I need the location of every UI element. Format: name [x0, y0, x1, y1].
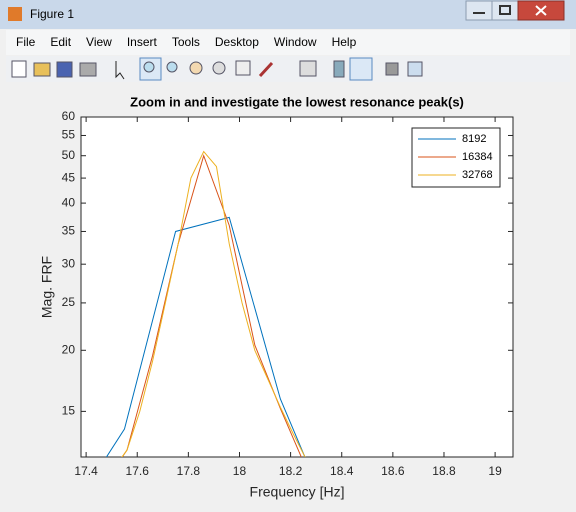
y-tick-label: 20	[62, 342, 76, 356]
y-tick-label: 35	[62, 224, 76, 238]
x-tick-label: 18.4	[330, 464, 354, 478]
window-title: Figure 1	[30, 7, 74, 21]
menu-item[interactable]: Tools	[172, 35, 200, 49]
toolbar	[6, 56, 570, 82]
y-tick-label: 15	[62, 404, 76, 418]
x-tick-label: 19	[488, 464, 502, 478]
menu-item[interactable]: Window	[274, 35, 317, 49]
y-tick-label: 25	[62, 295, 76, 309]
y-tick-label: 45	[62, 170, 76, 184]
x-tick-label: 18.2	[279, 464, 303, 478]
menu-item[interactable]: Desktop	[215, 35, 259, 49]
menu-item[interactable]: Insert	[127, 35, 158, 49]
maximize-button[interactable]	[491, 0, 519, 21]
y-tick-label: 30	[62, 256, 76, 270]
app-icon	[8, 7, 22, 21]
legend-label: 8192	[462, 133, 486, 145]
menu-item[interactable]: Help	[332, 35, 357, 49]
y-tick-label: 60	[62, 109, 76, 123]
menu-item[interactable]: File	[16, 35, 36, 49]
minimize-button[interactable]	[465, 0, 493, 21]
x-tick-label: 17.8	[177, 464, 201, 478]
x-axis-label: Frequency [Hz]	[250, 484, 345, 500]
x-tick-label: 17.4	[74, 464, 98, 478]
legend-label: 32768	[462, 169, 493, 181]
x-tick-label: 18.8	[432, 464, 456, 478]
y-axis-label: Mag. FRF	[39, 256, 55, 318]
y-tick-label: 40	[62, 195, 76, 209]
x-tick-label: 18.6	[381, 464, 405, 478]
menu-item[interactable]: View	[86, 35, 112, 49]
toolbar-icons[interactable]	[11, 57, 423, 81]
menu-item[interactable]: Edit	[50, 35, 71, 49]
y-tick-label: 55	[62, 128, 76, 142]
chart-title: Zoom in and investigate the lowest reson…	[130, 94, 464, 109]
data-line	[105, 216, 306, 457]
data-line	[121, 150, 306, 457]
legend-label: 16384	[462, 151, 493, 163]
x-tick-label: 17.6	[126, 464, 150, 478]
menu-bar	[6, 30, 570, 55]
x-tick-label: 18	[233, 464, 247, 478]
y-tick-label: 50	[62, 148, 76, 162]
